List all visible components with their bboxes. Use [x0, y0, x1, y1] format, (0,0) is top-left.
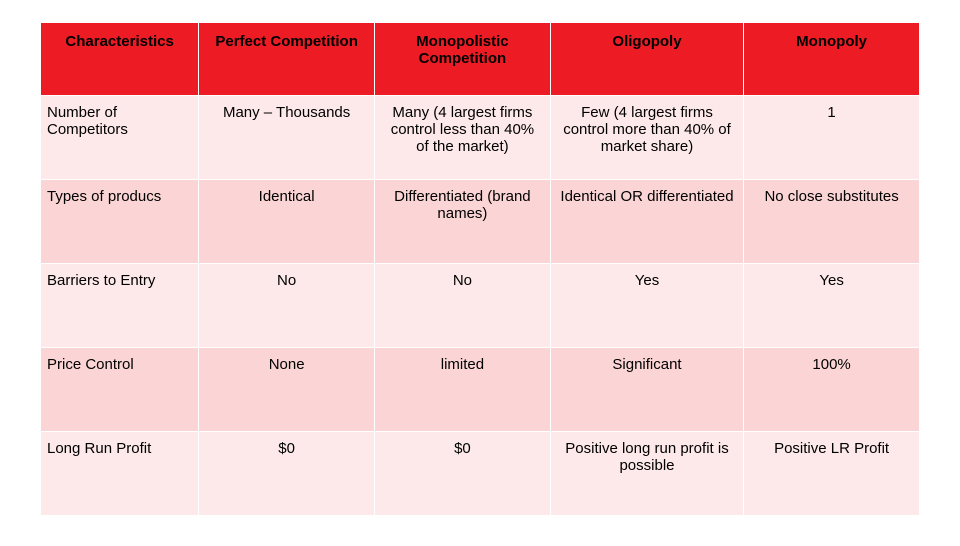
table-row: Types of producs Identical Differentiate…: [41, 180, 920, 264]
table-cell: Yes: [744, 264, 920, 348]
table-cell: Yes: [550, 264, 743, 348]
table-cell: Significant: [550, 348, 743, 432]
table-cell: Many (4 largest firms control less than …: [375, 96, 551, 180]
row-label: Price Control: [41, 348, 199, 432]
table-cell: $0: [199, 432, 375, 516]
market-structures-table: Characteristics Perfect Competition Mono…: [0, 0, 960, 546]
col-header-characteristics: Characteristics: [41, 23, 199, 96]
table-cell: Few (4 largest firms control more than 4…: [550, 96, 743, 180]
comparison-table: Characteristics Perfect Competition Mono…: [40, 22, 920, 516]
col-header-oligopoly: Oligopoly: [550, 23, 743, 96]
table-cell: Many – Thousands: [199, 96, 375, 180]
table-cell: 1: [744, 96, 920, 180]
table-row: Long Run Profit $0 $0 Positive long run …: [41, 432, 920, 516]
table-row: Barriers to Entry No No Yes Yes: [41, 264, 920, 348]
table-cell: limited: [375, 348, 551, 432]
table-cell: No close substitutes: [744, 180, 920, 264]
table-cell: $0: [375, 432, 551, 516]
table-cell: Positive LR Profit: [744, 432, 920, 516]
col-header-perfect-competition: Perfect Competition: [199, 23, 375, 96]
header-row: Characteristics Perfect Competition Mono…: [41, 23, 920, 96]
table-cell: Identical: [199, 180, 375, 264]
table-cell: No: [199, 264, 375, 348]
row-label: Number of Competitors: [41, 96, 199, 180]
row-label: Long Run Profit: [41, 432, 199, 516]
col-header-monopolistic-competition: Monopolistic Competition: [375, 23, 551, 96]
row-label: Barriers to Entry: [41, 264, 199, 348]
row-label: Types of producs: [41, 180, 199, 264]
table-cell: None: [199, 348, 375, 432]
table-row: Price Control None limited Significant 1…: [41, 348, 920, 432]
table-cell: Positive long run profit is possible: [550, 432, 743, 516]
table-cell: Identical OR differentiated: [550, 180, 743, 264]
table-cell: Differentiated (brand names): [375, 180, 551, 264]
table-cell: No: [375, 264, 551, 348]
table-row: Number of Competitors Many – Thousands M…: [41, 96, 920, 180]
col-header-monopoly: Monopoly: [744, 23, 920, 96]
table-cell: 100%: [744, 348, 920, 432]
